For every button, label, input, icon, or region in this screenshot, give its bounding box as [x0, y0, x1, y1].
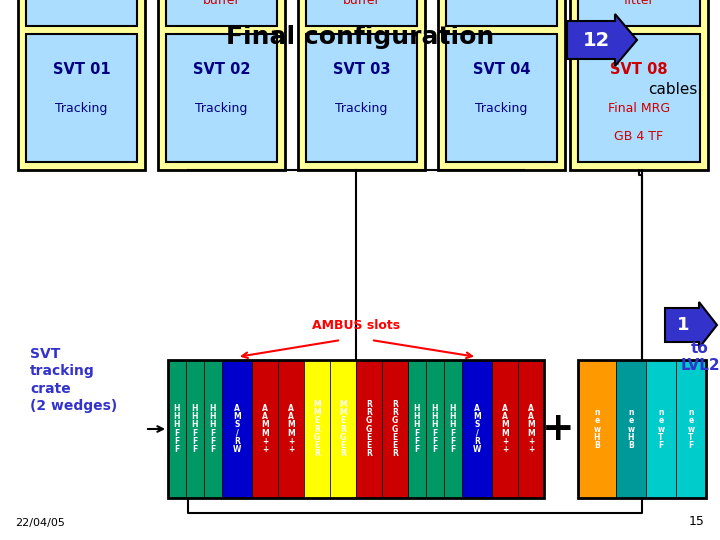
Text: n
e
w
T
F: n e w T F [657, 408, 665, 450]
Text: SVT 03: SVT 03 [333, 62, 390, 77]
Text: fitter: fitter [624, 0, 654, 7]
Bar [578, 34, 700, 162]
Text: H
H
H
F
F
F: H H H F F F [210, 404, 216, 454]
Bar [166, 34, 277, 162]
Text: Final MRG: Final MRG [608, 102, 670, 114]
Text: H
H
H
F
F
F: H H H F F F [450, 404, 456, 454]
Bar [356, 360, 382, 498]
Text: H
H
H
F
F
F: H H H F F F [414, 404, 420, 454]
Bar [168, 360, 186, 498]
Text: n
e
w
H
B: n e w H B [593, 408, 600, 450]
Text: A
A
M
M
+
+: A A M M + + [501, 404, 509, 454]
Text: SVT 08: SVT 08 [610, 62, 668, 77]
Bar [578, 0, 700, 26]
Text: AMBUS slots: AMBUS slots [312, 319, 400, 332]
Text: Tracking: Tracking [55, 102, 108, 114]
Text: Tracking: Tracking [336, 102, 387, 114]
Bar [382, 360, 408, 498]
Text: H
H
H
F
F
F: H H H F F F [432, 404, 438, 454]
Text: SVT 04: SVT 04 [473, 62, 530, 77]
Bar [158, 0, 285, 170]
Text: 1: 1 [677, 316, 689, 334]
Text: cables: cables [648, 83, 698, 98]
Bar [492, 360, 518, 498]
Bar [446, 0, 557, 26]
Text: SVT
tracking
crate
(2 wedges): SVT tracking crate (2 wedges) [30, 347, 117, 413]
Text: 15: 15 [689, 515, 705, 528]
Bar [186, 360, 204, 498]
Bar [166, 0, 277, 26]
Bar [616, 360, 646, 498]
Bar [676, 360, 706, 498]
Bar [462, 360, 492, 498]
Bar [252, 360, 278, 498]
Text: 22/04/05: 22/04/05 [15, 518, 65, 528]
FancyArrow shape [665, 302, 717, 348]
Text: to
LVL2: to LVL2 [680, 341, 720, 373]
Text: n
e
w
H
B: n e w H B [628, 408, 634, 450]
Text: SVT 02: SVT 02 [193, 62, 251, 77]
Text: H
H
H
F
F
F: H H H F F F [174, 404, 180, 454]
Bar [278, 360, 304, 498]
Text: M
M
E
R
G
E
R: M M E R G E R [339, 400, 347, 458]
Text: R
R
G
G
E
E
R: R R G G E E R [392, 400, 398, 458]
Text: Final configuration: Final configuration [226, 25, 494, 49]
Text: A
A
M
M
+
+: A A M M + + [287, 404, 295, 454]
Bar [18, 0, 145, 170]
Bar [570, 0, 708, 170]
Bar [304, 360, 330, 498]
Bar [26, 0, 137, 26]
Bar [330, 360, 356, 498]
Bar [578, 360, 706, 498]
Bar [306, 34, 417, 162]
Text: n
e
w
T
F: n e w T F [688, 408, 695, 450]
Text: buffer: buffer [203, 0, 240, 7]
Text: M
M
E
R
G
E
R: M M E R G E R [313, 400, 321, 458]
Text: H
H
H
F
F
F: H H H F F F [192, 404, 198, 454]
Bar [444, 360, 462, 498]
Text: R
R
G
G
E
E
R: R R G G E E R [366, 400, 372, 458]
Bar [204, 360, 222, 498]
Bar [518, 360, 544, 498]
Text: +: + [541, 410, 575, 448]
Text: Tracking: Tracking [195, 102, 248, 114]
Bar [222, 360, 252, 498]
Bar [446, 34, 557, 162]
Bar [306, 0, 417, 26]
Bar [426, 360, 444, 498]
Text: buffer: buffer [343, 0, 380, 7]
Bar [168, 360, 544, 498]
Bar [298, 0, 425, 170]
Bar [438, 0, 565, 170]
Text: GB 4 TF: GB 4 TF [614, 130, 664, 143]
Bar [646, 360, 676, 498]
Text: A
A
M
M
+
+: A A M M + + [261, 404, 269, 454]
Bar [408, 360, 426, 498]
Bar [26, 34, 137, 162]
Text: A
M
S
/
R
W: A M S / R W [233, 404, 241, 454]
FancyArrow shape [567, 14, 637, 66]
Text: A
A
M
M
+
+: A A M M + + [527, 404, 535, 454]
Text: Tracking: Tracking [475, 102, 528, 114]
Text: A
M
S
/
R
W: A M S / R W [473, 404, 481, 454]
Text: SVT 01: SVT 01 [53, 62, 110, 77]
Text: 12: 12 [582, 30, 610, 50]
Bar [578, 360, 616, 498]
